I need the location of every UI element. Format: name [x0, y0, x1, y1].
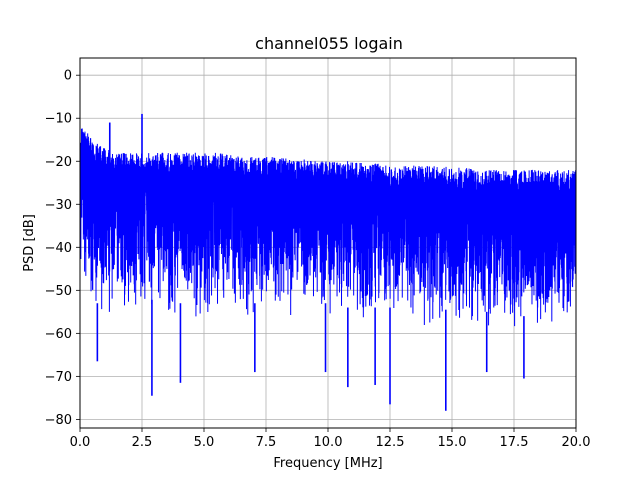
x-tick-label: 12.5: [376, 435, 405, 450]
y-tick-label: −70: [45, 370, 72, 385]
x-tick-label: 7.5: [256, 435, 277, 450]
x-tick-label: 17.5: [500, 435, 529, 450]
series-group: [80, 113, 576, 411]
y-axis-ticks: 0 −10 −20 −30 −40 −50 −60 −70 −80: [45, 69, 80, 428]
x-tick-label: 15.0: [438, 435, 467, 450]
psd-trace: [80, 128, 576, 327]
y-tick-label: −10: [45, 112, 72, 127]
x-tick-label: 20.0: [562, 435, 591, 450]
y-tick-label: −40: [45, 241, 72, 256]
x-tick-label: 5.0: [194, 435, 215, 450]
y-tick-label: 0: [64, 69, 72, 84]
y-axis-label: PSD [dB]: [22, 214, 37, 272]
chart-title: channel055 logain: [255, 34, 403, 53]
y-tick-label: −50: [45, 284, 72, 299]
y-tick-label: −20: [45, 155, 72, 170]
y-tick-label: −30: [45, 198, 72, 213]
x-tick-label: 0.0: [70, 435, 91, 450]
y-tick-label: −80: [45, 413, 72, 428]
x-axis-ticks: 0.0 2.5 5.0 7.5 10.0 12.5 15.0 17.5 20.0: [70, 428, 591, 450]
y-tick-label: −60: [45, 327, 72, 342]
x-axis-label: Frequency [MHz]: [273, 456, 382, 471]
x-tick-label: 10.0: [314, 435, 343, 450]
x-tick-label: 2.5: [132, 435, 153, 450]
